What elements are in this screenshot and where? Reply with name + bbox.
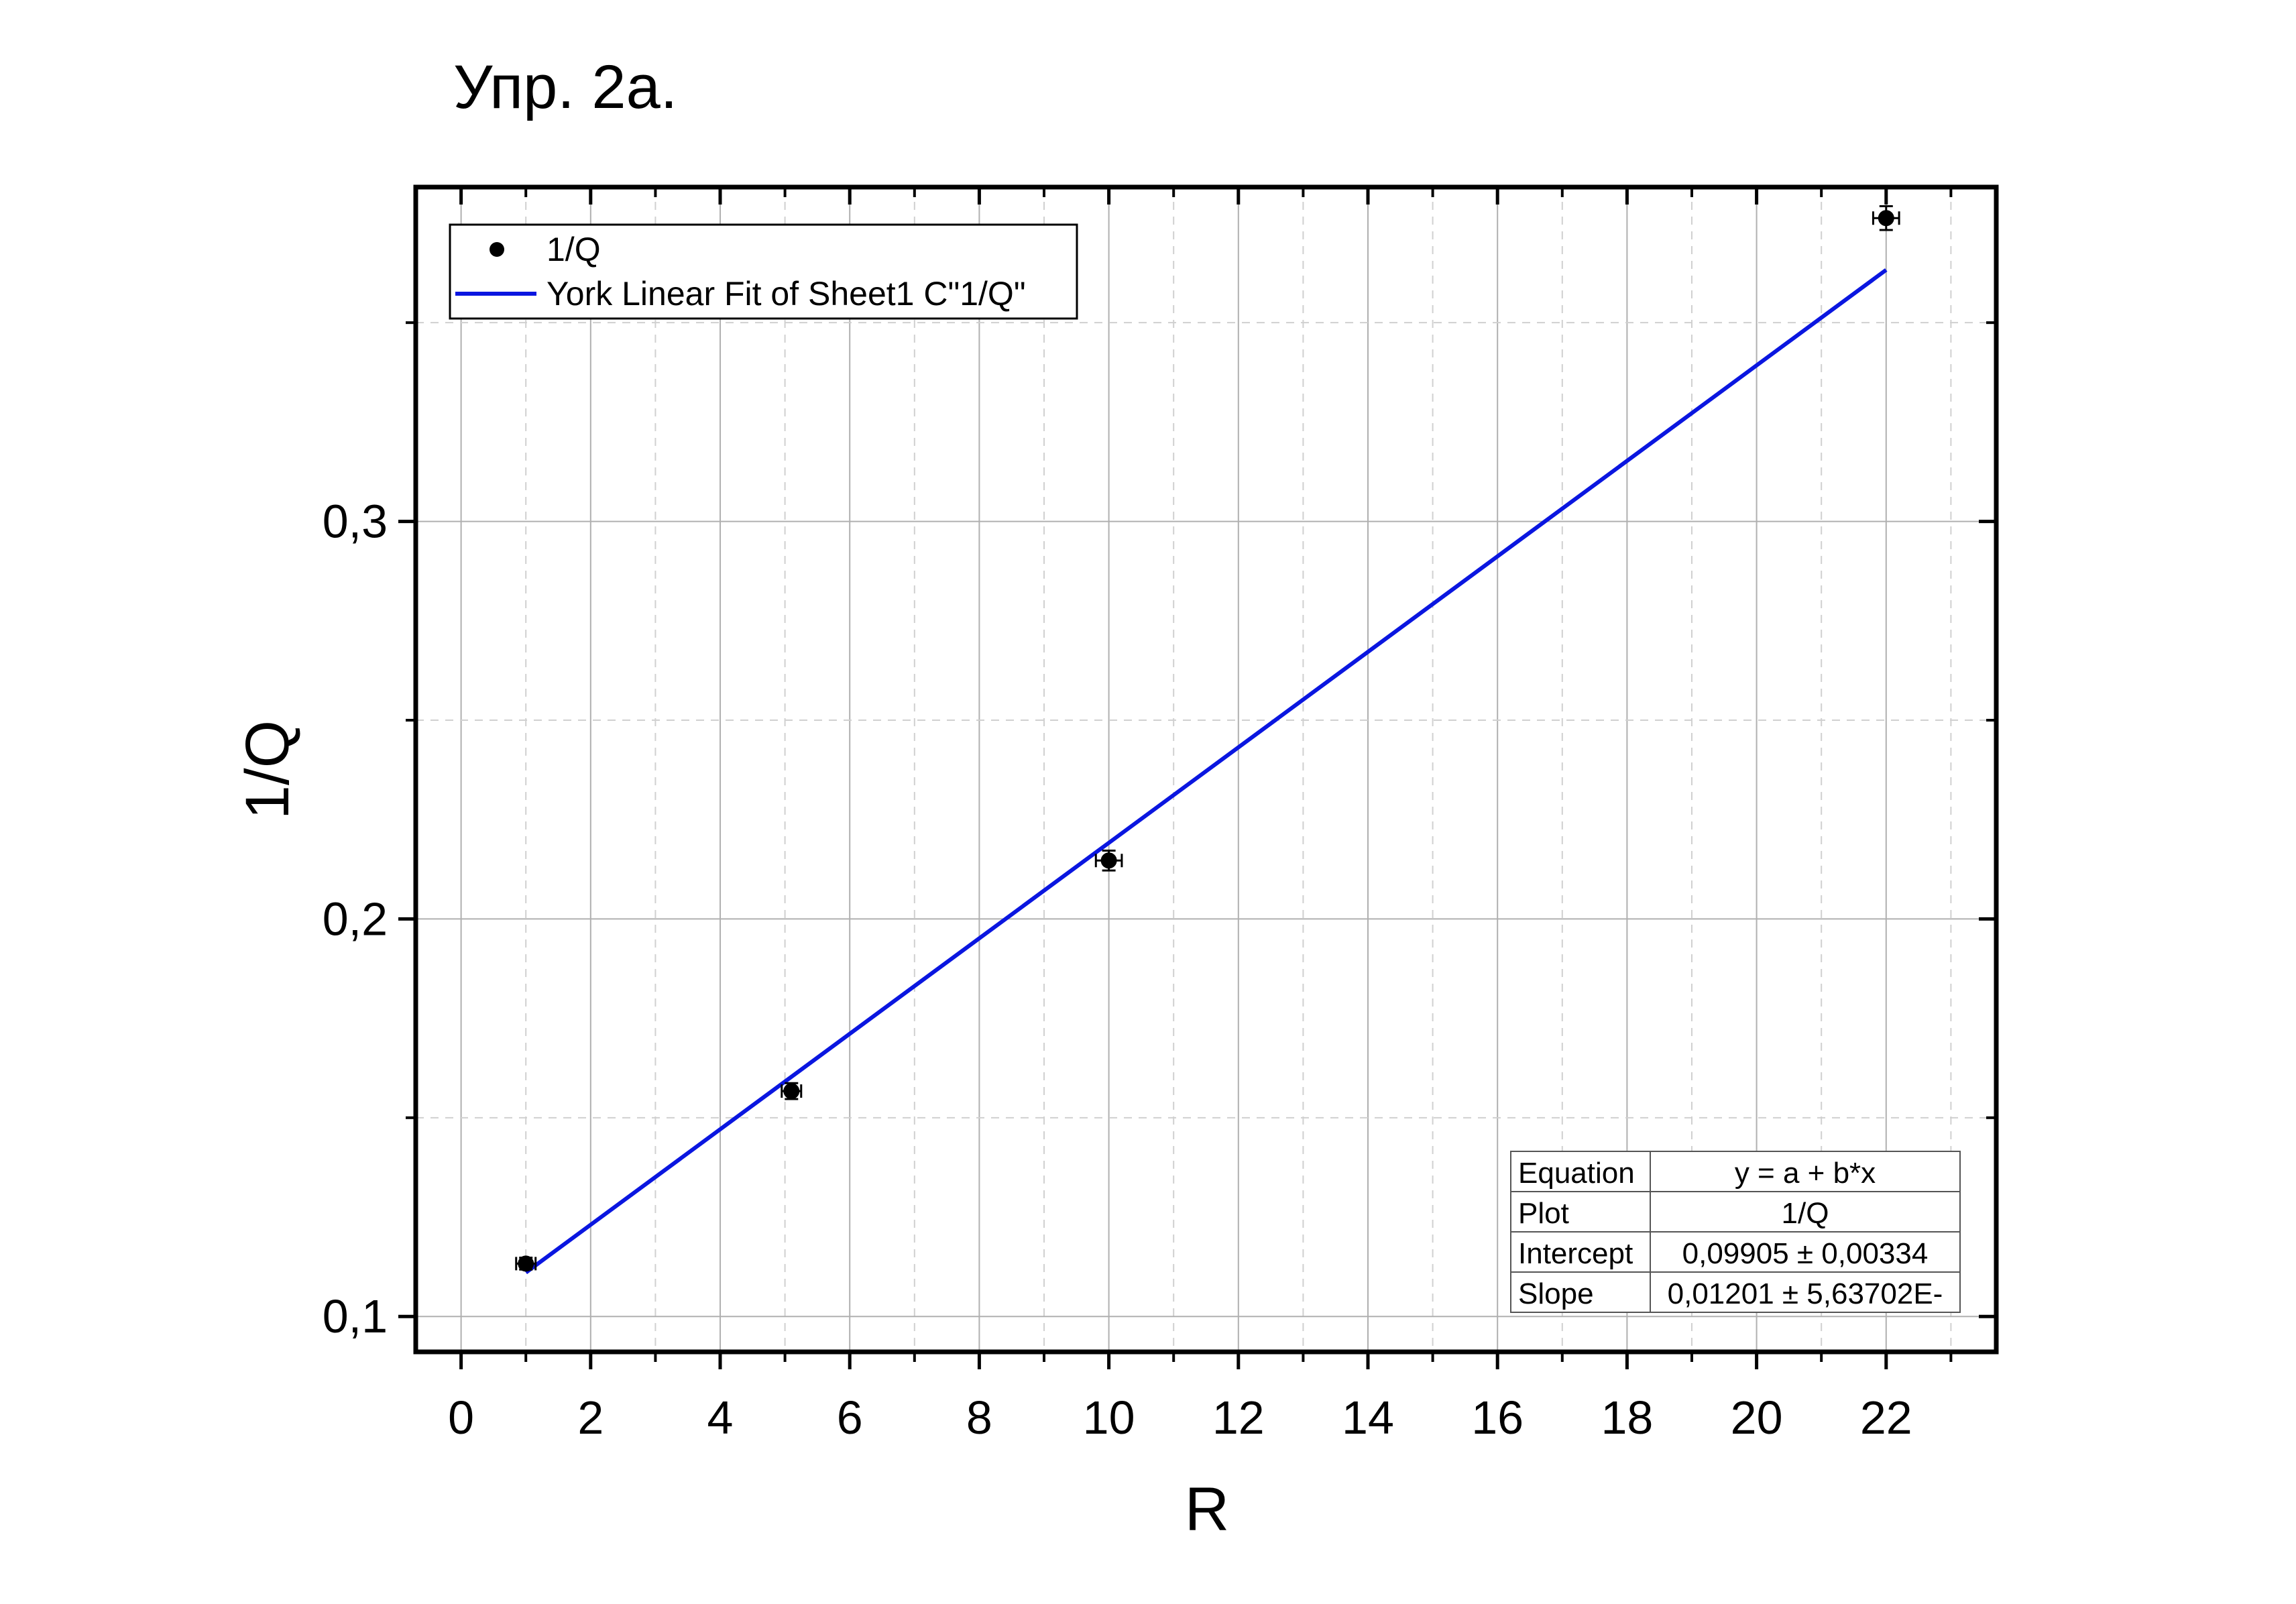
x-tick-label: 8 bbox=[966, 1391, 992, 1444]
plot-frame bbox=[413, 184, 1999, 1355]
x-tick-label: 20 bbox=[1731, 1391, 1783, 1444]
x-axis-label: R bbox=[1185, 1475, 1229, 1544]
y-axis-label: 1/Q bbox=[233, 720, 302, 819]
legend-marker-points bbox=[490, 242, 504, 257]
x-tick-label: 4 bbox=[707, 1391, 734, 1444]
fit-table-key: Equation bbox=[1518, 1157, 1635, 1190]
chart-title: Упр. 2а. bbox=[453, 53, 678, 121]
x-tick-label: 14 bbox=[1342, 1391, 1394, 1444]
legend-label-fit: York Linear Fit of Sheet1 C"1/Q" bbox=[547, 275, 1026, 312]
fit-table: Equation y = a + b*x Plot 1/Q Intercept … bbox=[1510, 1151, 1961, 1313]
data-point bbox=[1100, 852, 1117, 869]
y-tick-labels: 0,1 0,2 0,3 bbox=[323, 496, 388, 1343]
fit-line bbox=[524, 268, 1888, 1275]
series-layer bbox=[515, 205, 1900, 1275]
x-tick-label: 22 bbox=[1860, 1391, 1912, 1444]
legend-label-points: 1/Q bbox=[547, 231, 601, 268]
y-tick-label: 0,1 bbox=[323, 1290, 388, 1342]
legend: 1/Q York Linear Fit of Sheet1 C"1/Q" bbox=[449, 223, 1078, 320]
axis-ticks bbox=[398, 187, 1996, 1369]
y-tick-label: 0,2 bbox=[323, 893, 388, 945]
data-point bbox=[518, 1255, 534, 1272]
fit-table-value: 1/Q bbox=[1782, 1197, 1829, 1230]
data-point bbox=[783, 1083, 800, 1100]
x-tick-label: 10 bbox=[1083, 1391, 1135, 1444]
x-tick-label: 2 bbox=[577, 1391, 604, 1444]
fit-table-key: Intercept bbox=[1518, 1237, 1633, 1270]
fit-table-value: 0,09905 ± 0,00334 bbox=[1682, 1237, 1929, 1270]
data-point bbox=[1878, 210, 1894, 227]
x-tick-label: 0 bbox=[448, 1391, 474, 1444]
x-tick-label: 18 bbox=[1601, 1391, 1653, 1444]
x-tick-label: 6 bbox=[837, 1391, 863, 1444]
x-tick-labels: 0 2 4 6 8 10 12 14 16 18 20 22 bbox=[448, 1391, 1912, 1444]
fit-table-key: Slope bbox=[1518, 1277, 1594, 1310]
x-tick-label: 12 bbox=[1212, 1391, 1265, 1444]
legend-box bbox=[449, 223, 1078, 320]
x-tick-label: 16 bbox=[1471, 1391, 1524, 1444]
fit-table-value: 0,01201 ± 5,63702E- bbox=[1668, 1277, 1943, 1310]
fit-table-key: Plot bbox=[1518, 1197, 1569, 1230]
y-tick-label: 0,3 bbox=[323, 496, 388, 548]
grid bbox=[416, 187, 1996, 1352]
fit-table-value: y = a + b*x bbox=[1735, 1157, 1876, 1190]
